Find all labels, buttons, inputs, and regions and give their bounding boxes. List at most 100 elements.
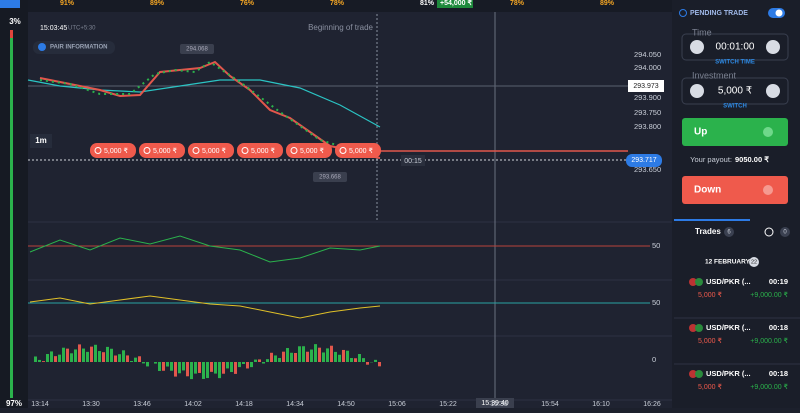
histogram-bar: [306, 352, 309, 362]
payout: 91%: [60, 0, 75, 7]
histogram-bar: [134, 358, 137, 362]
histogram-bar: [338, 355, 341, 362]
histogram-bar: [378, 362, 381, 366]
payout-label: Your payout:: [690, 155, 732, 164]
switch[interactable]: SWITCH: [723, 104, 747, 110]
trade-time: 00:18: [769, 369, 788, 378]
time-label: 13:46: [133, 401, 151, 408]
payout: 81%: [420, 0, 435, 7]
histogram-bar: [54, 356, 57, 362]
histogram-bar: [234, 362, 237, 374]
time-label: 14:18: [235, 401, 253, 408]
timeframe[interactable]: 1m: [35, 136, 47, 145]
info-icon: [38, 43, 46, 51]
histogram-bar: [62, 348, 65, 362]
investment-plus[interactable]: [766, 84, 780, 98]
histogram-bar: [82, 349, 85, 362]
bet-amount: 5,000 ₹: [202, 147, 226, 155]
histogram-bar: [50, 351, 53, 362]
payout: 78%: [510, 0, 525, 7]
investment-value[interactable]: 5,000 ₹: [718, 86, 752, 97]
bet-amount: 5,000 ₹: [300, 147, 324, 155]
level-label: 0: [652, 355, 656, 364]
pending-label: PENDING TRADE: [690, 10, 748, 17]
time-label: 14:02: [184, 401, 202, 408]
histogram-bar: [198, 362, 201, 373]
time-label: 14:34: [286, 401, 304, 408]
histogram-bar: [318, 348, 321, 362]
histogram-bar: [110, 349, 113, 362]
histogram-bar: [270, 353, 273, 362]
bet-amount: 5,000 ₹: [251, 147, 275, 155]
histogram-bar: [230, 362, 233, 372]
histogram-bar: [106, 347, 109, 362]
trade-pair: USD/PKR (...: [706, 369, 751, 378]
histogram-bar: [174, 362, 177, 377]
histogram-bar: [66, 349, 69, 362]
down-icon: [763, 185, 773, 195]
histogram-bar: [138, 356, 141, 362]
histogram-bar: [46, 354, 49, 362]
histogram-bar: [290, 353, 293, 362]
time-value[interactable]: 00:01:00: [716, 42, 755, 53]
histogram-bar: [210, 362, 213, 372]
flag: [695, 324, 703, 332]
histogram-bar: [342, 350, 345, 362]
trade-stake: 5,000 ₹: [698, 337, 722, 345]
time-label: 15:06: [388, 401, 406, 408]
histogram-bar: [310, 350, 313, 362]
histogram-bar: [282, 352, 285, 362]
histogram-bar: [178, 362, 181, 373]
flag: [695, 278, 703, 286]
investment-minus[interactable]: [690, 84, 704, 98]
histogram-bar: [354, 358, 357, 362]
histogram-bar: [94, 345, 97, 362]
payout: 78%: [330, 0, 345, 7]
histogram-bar: [114, 356, 117, 362]
histogram-bar: [246, 362, 249, 368]
time-label: 14:50: [337, 401, 355, 408]
time-label: 13:14: [31, 401, 49, 408]
histogram-bar: [238, 362, 241, 367]
histogram-bar: [154, 362, 157, 364]
histogram-bar: [218, 362, 221, 378]
histogram-bar: [250, 362, 253, 367]
trade-stake: 5,000 ₹: [698, 383, 722, 391]
histogram-bar: [194, 362, 197, 374]
trade-pair: USD/PKR (...: [706, 323, 751, 332]
histogram-bar: [206, 362, 209, 378]
histogram-bar: [146, 362, 149, 366]
sentiment-down: [10, 30, 13, 38]
histogram-bar: [130, 361, 133, 362]
time-plus[interactable]: [766, 40, 780, 54]
histogram-bar: [34, 356, 37, 362]
flag: [695, 370, 703, 378]
histogram-bar: [158, 362, 161, 371]
histogram-bar: [278, 358, 281, 362]
toggle-knob: [776, 10, 783, 17]
marker-price: 293.973: [633, 83, 658, 90]
switch-time[interactable]: SWITCH TIME: [715, 60, 755, 66]
down-label[interactable]: Down: [694, 185, 721, 196]
histogram-bar: [298, 346, 301, 362]
menu-button[interactable]: [0, 0, 20, 8]
bet-amount: 5,000 ₹: [349, 147, 373, 155]
time-label: 15:54: [541, 401, 559, 408]
trades-tab[interactable]: Trades: [695, 227, 721, 236]
histogram-bar: [122, 350, 125, 362]
histogram-bar: [258, 359, 261, 362]
payout: 76%: [240, 0, 255, 7]
pair-info[interactable]: PAIR INFORMATION: [50, 45, 107, 51]
histogram-bar: [86, 352, 89, 362]
low-label: 293.668: [319, 175, 341, 181]
trade-profit: +9,000.00 ₹: [750, 291, 788, 299]
histogram-bar: [254, 360, 257, 362]
time-minus[interactable]: [690, 40, 704, 54]
price-label: 293.750: [634, 108, 661, 117]
histogram-bar: [190, 362, 193, 379]
histogram-bar: [118, 354, 121, 362]
up-label[interactable]: Up: [694, 127, 707, 138]
histogram-bar: [142, 362, 145, 363]
histogram-bar: [358, 354, 361, 362]
price-label: 294.000: [634, 63, 661, 72]
